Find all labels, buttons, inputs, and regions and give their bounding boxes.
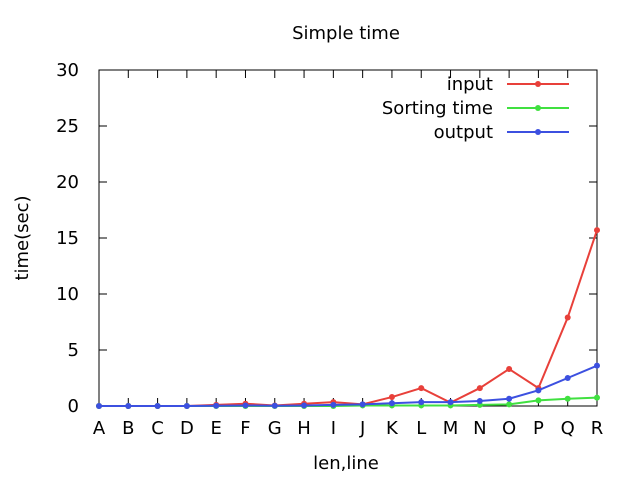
data-point-output <box>330 401 337 408</box>
y-axis: 0 5 10 15 20 25 30 <box>56 60 597 417</box>
legend-label: input <box>447 74 493 95</box>
data-point-input <box>388 394 395 401</box>
data-point-sorting-time <box>564 395 571 402</box>
x-tick-label: D <box>180 418 194 439</box>
series-group <box>96 227 600 409</box>
x-tick-label: L <box>416 418 426 439</box>
legend-item-sorting-time: Sorting time <box>382 98 569 119</box>
x-axis-label: len,line <box>313 453 379 474</box>
x-tick-label: G <box>268 418 282 439</box>
legend-item-output: output <box>434 122 569 143</box>
x-tick-label: R <box>591 418 604 439</box>
data-point-input <box>418 385 425 392</box>
data-point-output <box>506 395 513 402</box>
x-tick-label: E <box>210 418 221 439</box>
data-point-sorting-time <box>535 397 542 404</box>
data-point-input <box>506 366 513 373</box>
data-point-output <box>271 402 278 409</box>
legend-label: output <box>434 122 493 143</box>
legend-label: Sorting time <box>382 98 493 119</box>
data-point-output <box>242 402 249 409</box>
data-point-output <box>388 400 395 407</box>
x-tick-label: A <box>93 418 106 439</box>
series-line-output <box>99 364 598 407</box>
x-tick-label: M <box>443 418 459 439</box>
x-tick-label: I <box>331 418 336 439</box>
x-tick-label: J <box>359 418 365 439</box>
data-point-input <box>564 314 571 321</box>
legend-item-input: input <box>447 74 569 95</box>
y-axis-label: time(sec) <box>12 195 33 280</box>
data-point-sorting-time <box>506 401 513 408</box>
data-point-output <box>535 387 542 394</box>
data-point-output <box>96 403 102 409</box>
chart-title: Simple time <box>292 23 400 44</box>
legend-marker <box>535 129 541 135</box>
series-output <box>96 362 600 409</box>
data-point-sorting-time <box>594 394 600 401</box>
y-tick-label: 20 <box>56 172 79 193</box>
data-point-input <box>476 385 483 392</box>
series-line-input <box>99 229 598 407</box>
x-tick-label: O <box>502 418 516 439</box>
data-point-output <box>359 401 366 408</box>
x-tick-label: B <box>122 418 134 439</box>
y-tick-label: 15 <box>56 228 79 249</box>
data-point-output <box>476 397 483 404</box>
data-point-output <box>213 402 220 409</box>
x-tick-label: H <box>297 418 311 439</box>
data-point-output <box>183 403 190 409</box>
y-tick-label: 10 <box>56 284 79 305</box>
data-point-output <box>154 403 161 409</box>
data-point-output <box>125 403 132 409</box>
data-point-output <box>447 399 454 406</box>
x-tick-label: P <box>533 418 544 439</box>
plot-frame <box>98 69 598 407</box>
legend: input Sorting time output <box>382 74 569 143</box>
data-point-output <box>594 362 600 369</box>
y-tick-label: 25 <box>56 116 79 137</box>
x-tick-label: K <box>386 418 399 439</box>
data-point-input <box>594 227 600 234</box>
x-tick-label: N <box>473 418 486 439</box>
data-point-output <box>564 375 571 381</box>
legend-marker <box>535 81 541 87</box>
y-tick-label: 30 <box>56 60 79 81</box>
y-tick-label: 5 <box>68 340 79 361</box>
legend-marker <box>535 105 541 111</box>
data-point-output <box>301 402 308 409</box>
x-tick-label: C <box>151 418 164 439</box>
data-point-output <box>418 399 425 406</box>
series-input <box>96 227 600 409</box>
x-tick-label: Q <box>561 418 575 439</box>
y-tick-label: 0 <box>68 396 79 417</box>
x-tick-label: F <box>240 418 250 439</box>
